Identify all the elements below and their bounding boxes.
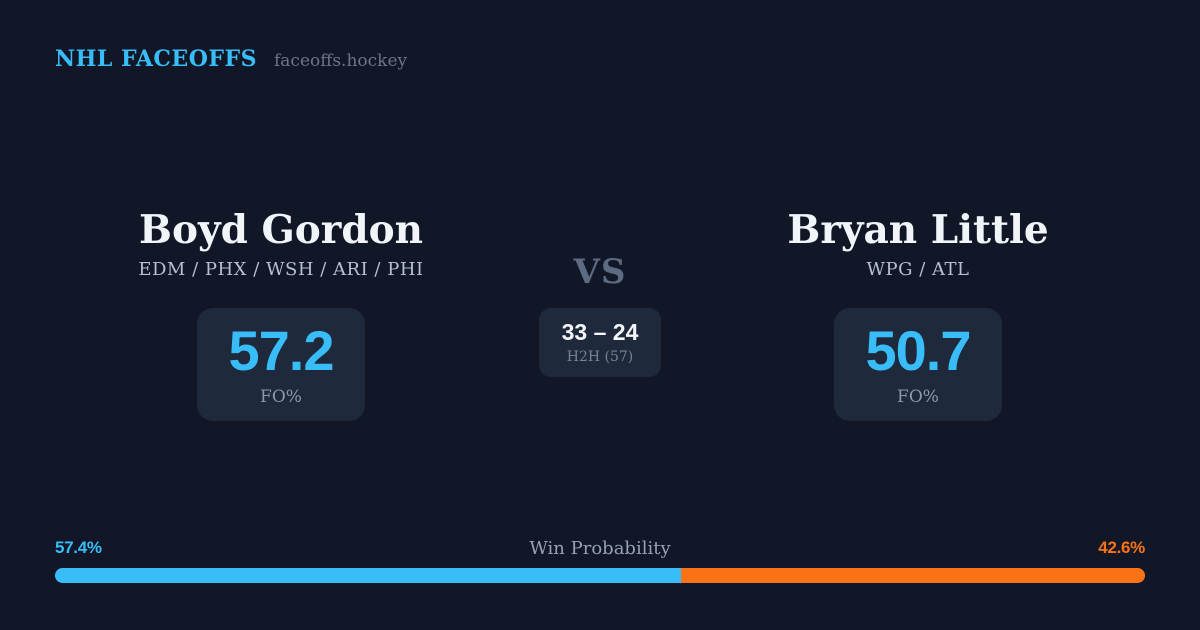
left-fo-stat-box: 57.2 FO% xyxy=(197,308,365,421)
left-player-name: Boyd Gordon xyxy=(139,207,423,253)
right-player-teams: WPG / ATL xyxy=(866,259,970,280)
header: NHL FACEOFFS faceoffs.hockey xyxy=(55,46,407,72)
win-probability-section: 57.4% Win Probability 42.6% xyxy=(55,538,1145,583)
site-domain: faceoffs.hockey xyxy=(274,51,408,71)
win-bar-fill-left xyxy=(55,568,681,583)
center-section: VS 33 – 24 H2H (57) xyxy=(480,252,720,377)
right-player-section: Bryan Little WPG / ATL 50.7 FO% xyxy=(708,208,1128,421)
win-bar-fill-right xyxy=(680,568,1145,583)
win-probability-bar xyxy=(55,568,1145,583)
left-player-teams: EDM / PHX / WSH / ARI / PHI xyxy=(138,259,424,280)
left-fo-label: FO% xyxy=(260,386,302,407)
right-player-name: Bryan Little xyxy=(787,207,1049,253)
left-fo-value: 57.2 xyxy=(228,318,335,382)
right-fo-stat-box: 50.7 FO% xyxy=(834,308,1002,421)
win-probability-labels: 57.4% Win Probability 42.6% xyxy=(55,538,1145,559)
h2h-label: H2H (57) xyxy=(566,348,634,365)
h2h-score: 33 – 24 xyxy=(561,319,639,346)
right-win-pct: 42.6% xyxy=(1098,538,1145,557)
vs-label: VS xyxy=(573,252,627,292)
brand-title: NHL FACEOFFS xyxy=(55,46,257,72)
left-win-pct: 57.4% xyxy=(55,538,102,557)
right-fo-label: FO% xyxy=(897,386,939,407)
win-probability-title: Win Probability xyxy=(529,538,671,559)
right-fo-value: 50.7 xyxy=(865,318,972,382)
left-player-section: Boyd Gordon EDM / PHX / WSH / ARI / PHI … xyxy=(71,208,491,421)
h2h-box: 33 – 24 H2H (57) xyxy=(539,308,661,377)
